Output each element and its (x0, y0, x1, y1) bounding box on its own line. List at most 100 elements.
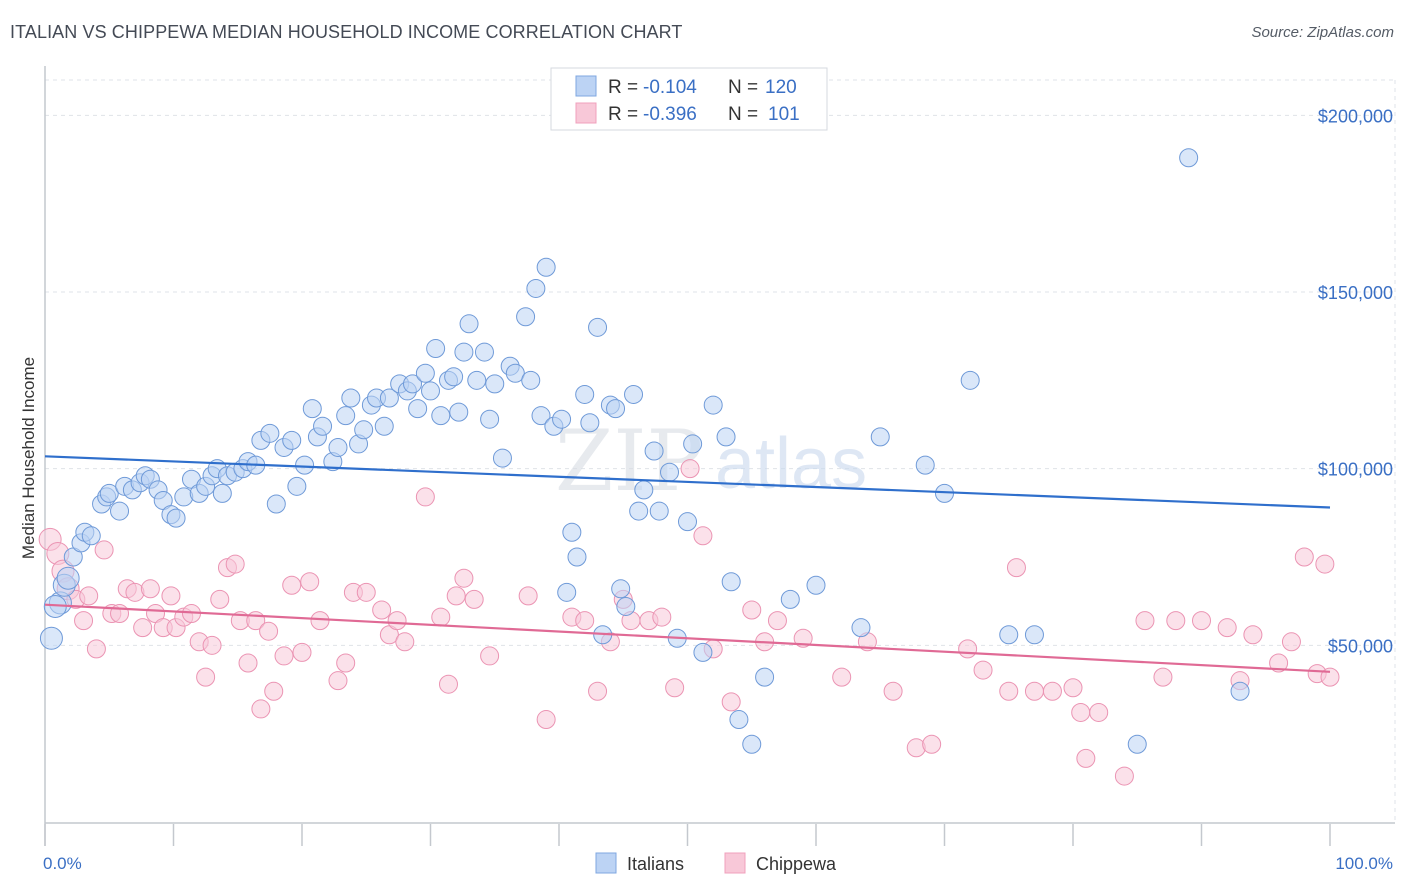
chippewa-point-46 (415, 487, 435, 507)
italians-point-55 (403, 374, 423, 394)
italians-point-72 (505, 363, 525, 383)
italians-point-42 (313, 416, 333, 436)
italians-point-102 (716, 427, 736, 447)
italians-point-35 (266, 494, 286, 514)
italians-point-7 (81, 526, 101, 546)
italians-point-95 (649, 501, 669, 521)
italians-point-74 (521, 370, 541, 390)
italians-point-116 (1127, 734, 1147, 754)
chippewa-point-8 (94, 540, 114, 560)
bottom-legend-swatch-chippewa (724, 852, 746, 874)
chippewa-point-31 (259, 621, 279, 641)
italians-point-98 (678, 512, 697, 532)
italians-point-117 (1179, 148, 1199, 168)
italians-point-115 (1024, 625, 1044, 645)
chippewa-point-95 (1269, 653, 1289, 673)
watermark-atlas: atlas (715, 424, 867, 504)
italians-point-113 (960, 370, 980, 390)
y-tick-labels: $50,000 $100,000 $150,000 $200,000 (1318, 106, 1393, 656)
italians-point-89 (611, 579, 631, 599)
italians-point-45 (336, 406, 356, 426)
legend-n-value-1: 120 (765, 77, 797, 98)
legend-n-label-1: N = (728, 77, 758, 98)
italians-point-62 (444, 367, 464, 387)
italians-point-92 (629, 501, 649, 521)
italians-point-65 (459, 314, 479, 334)
italians-point-114 (999, 625, 1019, 645)
chart-title: ITALIAN VS CHIPPEWA MEDIAN HOUSEHOLD INC… (10, 22, 683, 42)
italians-point-88 (606, 399, 626, 419)
italians-point-67 (474, 342, 494, 362)
italians-point-77 (536, 257, 556, 277)
x-tick-label-0: 0.0% (43, 854, 82, 873)
italians-point-104 (729, 710, 749, 730)
italians-point-27 (212, 483, 232, 503)
chippewa-point-54 (536, 710, 556, 730)
italians-trend-line (44, 455, 1331, 509)
y-tick-label-1: $100,000 (1318, 460, 1393, 480)
legend-r-label-1: R = (608, 77, 638, 98)
italians-point-106 (755, 667, 775, 687)
watermark: ZIP atlas (555, 412, 867, 510)
italians-point-96 (660, 462, 680, 482)
italians-point-58 (421, 381, 440, 401)
chippewa-point-33 (274, 646, 294, 666)
chippewa-point-99 (1315, 554, 1335, 574)
italians-point-91 (624, 384, 644, 404)
chippewa-point-76 (922, 734, 942, 754)
chippewa-point-71 (793, 628, 813, 648)
chippewa-point-87 (1114, 766, 1134, 786)
chippewa-point-48 (438, 674, 458, 694)
chippewa-point-85 (1076, 748, 1096, 768)
italians-point-20 (166, 508, 186, 528)
chippewa-point-52 (480, 646, 500, 666)
italians-point-76 (531, 406, 551, 426)
italians-point-66 (467, 370, 487, 390)
chippewa-point-96 (1281, 632, 1301, 652)
watermark-zip: ZIP (555, 412, 703, 510)
chippewa-point-68 (742, 600, 762, 620)
chippewa-point-84 (1071, 702, 1091, 722)
y-tick-label-2: $150,000 (1318, 283, 1393, 303)
chippewa-point-51 (464, 589, 484, 609)
chippewa-point-36 (300, 572, 320, 592)
legend-r-value-1: -0.104 (643, 77, 697, 98)
italians-point-108 (806, 575, 826, 595)
italians-point-118 (1230, 681, 1250, 701)
chippewa-point-5 (74, 611, 94, 631)
italians-point-79 (552, 409, 572, 429)
chippewa-point-32 (264, 681, 284, 701)
chippewa-point-82 (1042, 681, 1062, 701)
italians-point-56 (408, 399, 428, 419)
italians-point-37 (282, 430, 302, 450)
italians-point-85 (588, 317, 608, 337)
bottom-legend-italians: Italians (627, 854, 684, 874)
axes (44, 66, 1395, 846)
italians-point-111 (915, 455, 935, 475)
italians-point-38 (287, 476, 307, 496)
chippewa-point-65 (693, 526, 713, 546)
italians-point-101 (703, 395, 723, 415)
y-tick-label-0: $50,000 (1328, 636, 1393, 656)
italians-point-105 (742, 734, 762, 754)
italians-point-46 (341, 388, 361, 408)
chippewa-point-28 (238, 653, 258, 673)
italians-point-82 (567, 547, 587, 567)
italians-point-70 (492, 448, 512, 468)
italians-point-68 (480, 409, 500, 429)
chippewa-point-50 (454, 568, 474, 588)
source-label: Source: ZipAtlas.com (1251, 24, 1394, 41)
legend-n-label-2: N = (728, 104, 758, 125)
chippewa-point-80 (1006, 558, 1026, 578)
trend-lines (44, 455, 1331, 673)
chippewa-point-53 (518, 586, 538, 606)
chippewa-point-78 (973, 660, 993, 680)
chippewa-point-47 (431, 607, 451, 627)
italians-point-0 (39, 626, 63, 650)
chippewa-point-70 (767, 611, 787, 631)
italians-point-57 (415, 363, 435, 383)
chippewa-point-62 (652, 607, 672, 627)
chippewa-point-42 (372, 600, 392, 620)
y-tick-label-3: $200,000 (1318, 106, 1393, 126)
